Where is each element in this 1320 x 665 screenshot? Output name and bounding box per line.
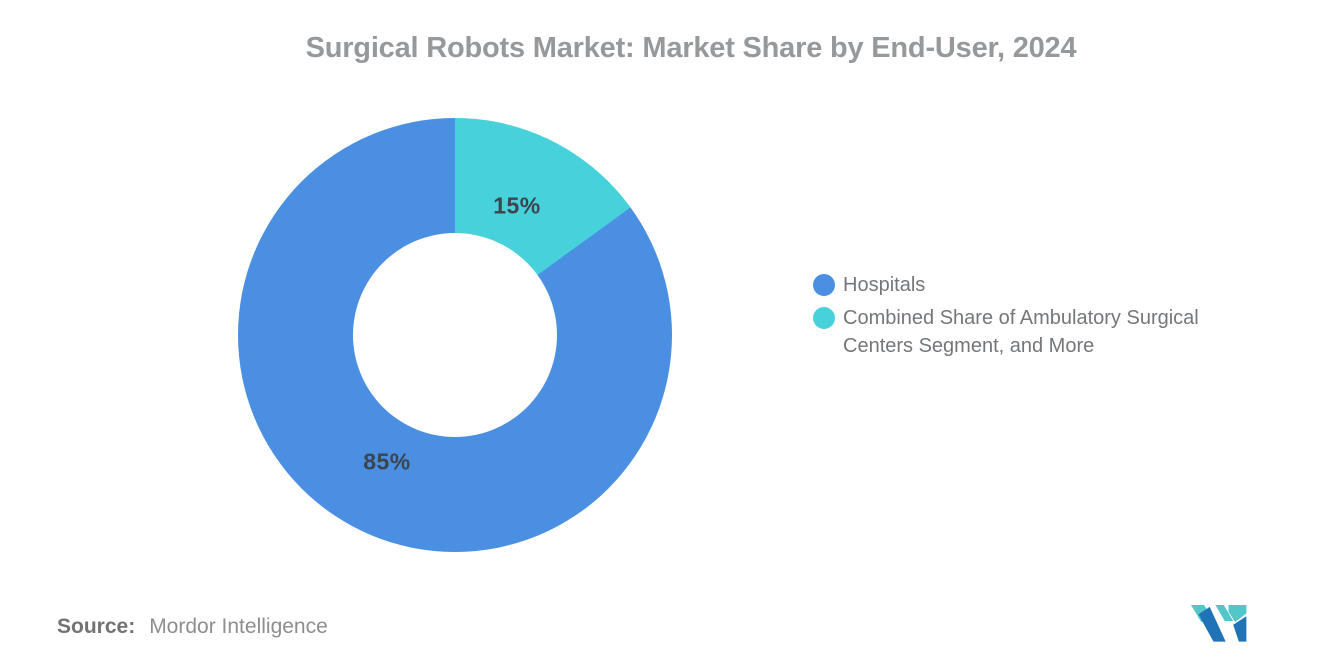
legend-label-combined-share: Combined Share of Ambulatory Surgical Ce… bbox=[843, 307, 1199, 357]
chart-legend: Hospitals Combined Share of Ambulatory S… bbox=[813, 271, 1248, 360]
chart-title: Surgical Robots Market: Market Share by … bbox=[305, 32, 1077, 64]
mordor-intelligence-logo-icon bbox=[1190, 605, 1247, 642]
legend-item-combined-share: Combined Share of Ambulatory Surgical Ce… bbox=[813, 304, 1248, 360]
legend-item-hospitals: Hospitals bbox=[813, 271, 1248, 299]
source-value: Mordor Intelligence bbox=[149, 615, 328, 638]
source-attribution: Source: Mordor Intelligence bbox=[57, 615, 328, 639]
data-label-hospitals: 85% bbox=[363, 448, 411, 475]
legend-label-hospitals: Hospitals bbox=[843, 274, 926, 296]
legend-swatch-combined-share-icon bbox=[813, 307, 835, 329]
donut-chart: 15% 85% bbox=[238, 118, 672, 552]
donut-hole bbox=[353, 233, 557, 437]
data-label-combined-share: 15% bbox=[493, 192, 541, 219]
legend-swatch-hospitals-icon bbox=[813, 274, 835, 296]
source-label: Source: bbox=[57, 615, 136, 638]
